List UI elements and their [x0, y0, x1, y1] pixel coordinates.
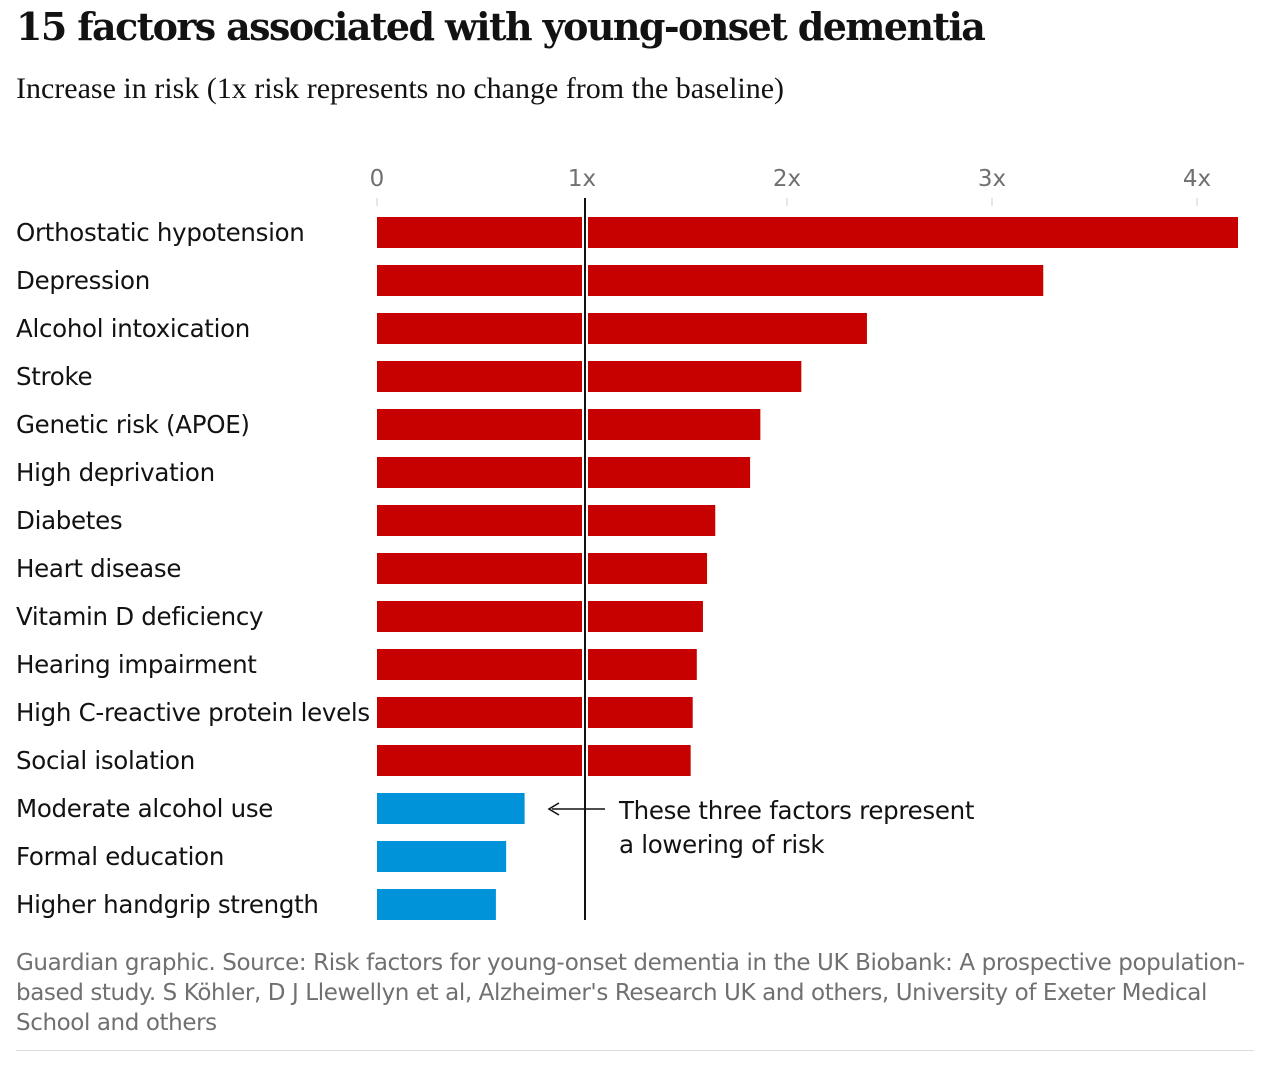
bar [588, 217, 1238, 248]
source-note: Guardian graphic. Source: Risk factors f… [16, 950, 1245, 1036]
category-label: Orthostatic hypotension [16, 218, 305, 247]
bar [377, 361, 582, 392]
bar [588, 505, 716, 536]
x-tick-label: 3x [978, 166, 1006, 192]
annotation-text: a lowering of risk [619, 830, 825, 859]
category-label: Stroke [16, 362, 92, 391]
bar [377, 649, 582, 680]
x-tick-label: 2x [773, 166, 801, 192]
bar [588, 313, 867, 344]
category-label: Vitamin D deficiency [16, 602, 263, 631]
bar [377, 889, 496, 920]
x-tick-label: 4x [1183, 166, 1211, 192]
bar [377, 217, 582, 248]
bar [377, 697, 582, 728]
bar-chart: 0 1x 2x 3x 4x Orthostatic hypotension Depressi… [16, 166, 1238, 920]
category-label: Hearing impairment [16, 650, 257, 679]
category-label: Depression [16, 266, 150, 295]
x-tick-label: 1x [568, 166, 596, 192]
bar [588, 361, 802, 392]
bar [588, 265, 1044, 296]
category-label: High C-reactive protein levels [16, 698, 370, 727]
bar [377, 265, 582, 296]
category-label: Moderate alcohol use [16, 794, 273, 823]
bar [377, 553, 582, 584]
bar [588, 457, 751, 488]
x-tick-label: 0 [370, 166, 385, 192]
category-label: Diabetes [16, 506, 122, 535]
bar [377, 601, 582, 632]
category-label: Heart disease [16, 554, 181, 583]
bar [377, 745, 582, 776]
category-label: Formal education [16, 842, 224, 871]
bar [588, 553, 708, 584]
bar [377, 409, 582, 440]
category-label: Social isolation [16, 746, 195, 775]
bar [377, 505, 582, 536]
chart-subtitle: Increase in risk (1x risk represents no … [16, 72, 785, 105]
annotation-text: These three factors represent [618, 796, 975, 825]
bar [588, 697, 693, 728]
category-label: Genetic risk (APOE) [16, 410, 250, 439]
category-label: Alcohol intoxication [16, 314, 250, 343]
chart-title: 15 factors associated with young-onset d… [16, 4, 986, 49]
bar [588, 649, 697, 680]
category-label: Higher handgrip strength [16, 890, 319, 919]
bottom-divider [16, 1050, 1254, 1051]
bar [588, 601, 703, 632]
bar [377, 793, 525, 824]
category-label: High deprivation [16, 458, 215, 487]
bar [588, 409, 761, 440]
bar [588, 745, 691, 776]
bar [377, 841, 507, 872]
bar [377, 457, 582, 488]
bar [377, 313, 582, 344]
annotation-arrowhead [547, 802, 560, 816]
